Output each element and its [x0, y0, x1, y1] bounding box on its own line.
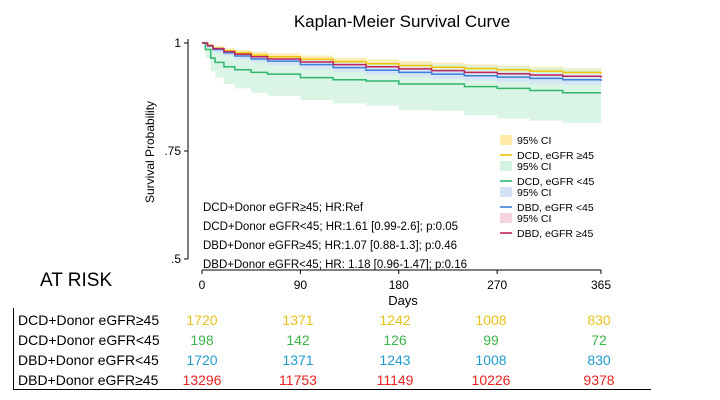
legend-label: DBD, eGFR ≥45 — [517, 228, 594, 240]
x-tick-label: 365 — [591, 278, 611, 292]
legend-ci-swatch — [500, 187, 512, 197]
y-tick-label: .5 — [171, 252, 181, 266]
x-tick-label: 180 — [389, 278, 409, 292]
at-risk-cell: 198 — [190, 332, 214, 348]
at-risk-cell: 1720 — [186, 352, 218, 368]
legend-ci-swatch — [500, 135, 512, 145]
y-axis-label: Survival Probability — [143, 101, 157, 203]
survival-line — [202, 42, 601, 94]
axes: .5 .75 1 0 90 180 270 365 — [164, 36, 611, 292]
hr-annotation: DBD+Donor eGFR≥45; HR:1.07 [0.88-1.3]; p… — [203, 240, 458, 252]
at-risk-cell: 1371 — [282, 312, 314, 328]
y-tick-label: 1 — [174, 36, 181, 50]
at-risk-cell: 830 — [587, 312, 611, 328]
at-risk-row-label: DCD+Donor eGFR≥45 — [18, 312, 160, 328]
legend-ci-label: 95% CI — [517, 213, 551, 225]
at-risk-row-label: DCD+Donor eGFR<45 — [18, 332, 160, 348]
at-risk-row-label: DBD+Donor eGFR≥45 — [18, 372, 159, 388]
at-risk-cell: 1243 — [379, 352, 411, 368]
at-risk-cell: 11149 — [376, 372, 414, 388]
at-risk-cell: 126 — [383, 332, 407, 348]
x-tick-label: 270 — [487, 278, 507, 292]
at-risk-cell: 11753 — [279, 372, 317, 388]
y-tick-label: .75 — [164, 144, 181, 158]
at-risk-table-border-bottom — [13, 389, 651, 390]
at-risk-cell: 1242 — [379, 312, 411, 328]
at-risk-row-label: DBD+Donor eGFR<45 — [18, 352, 159, 368]
at-risk-cell: 1008 — [475, 352, 507, 368]
x-tick-label: 90 — [294, 278, 308, 292]
hr-annotation: DBD+Donor eGFR<45; HR: 1.18 [0.96-1.47];… — [203, 259, 468, 271]
legend-ci-label: 95% CI — [517, 161, 551, 173]
at-risk-cell: 1008 — [475, 312, 507, 328]
at-risk-cell: 72 — [591, 332, 607, 348]
legend-ci-swatch — [500, 213, 512, 223]
legend-label: DBD, eGFR <45 — [517, 202, 594, 214]
hr-annotation: DCD+Donor eGFR≥45; HR:Ref — [203, 202, 364, 214]
x-tick-label: 0 — [199, 278, 206, 292]
survival-line — [202, 42, 602, 78]
legend-label: DCD, eGFR <45 — [517, 176, 594, 188]
at-risk-cell: 99 — [483, 332, 499, 348]
chart-title: Kaplan-Meier Survival Curve — [294, 12, 510, 31]
at-risk-cell: 830 — [587, 352, 611, 368]
at-risk-cell: 10226 — [471, 372, 511, 388]
at-risk-cell: 142 — [286, 332, 310, 348]
legend-ci-label: 95% CI — [517, 187, 551, 199]
at-risk-table-border-left — [13, 308, 14, 390]
ci-band — [202, 43, 601, 87]
at-risk-cell: 1371 — [282, 352, 314, 368]
at-risk-title: AT RISK — [40, 270, 113, 291]
x-axis-label: Days — [388, 293, 418, 308]
legend-ci-label: 95% CI — [517, 135, 551, 147]
legend-ci-swatch — [500, 161, 512, 171]
hr-annotation: DCD+Donor eGFR<45; HR:1.61 [0.99-2.6]; p… — [203, 221, 459, 233]
at-risk-cell: 1720 — [186, 312, 218, 328]
at-risk-cell: 13296 — [182, 372, 222, 388]
survival-lines — [202, 42, 602, 94]
at-risk-cell: 9378 — [583, 372, 615, 388]
legend-label: DCD, eGFR ≥45 — [517, 150, 594, 162]
